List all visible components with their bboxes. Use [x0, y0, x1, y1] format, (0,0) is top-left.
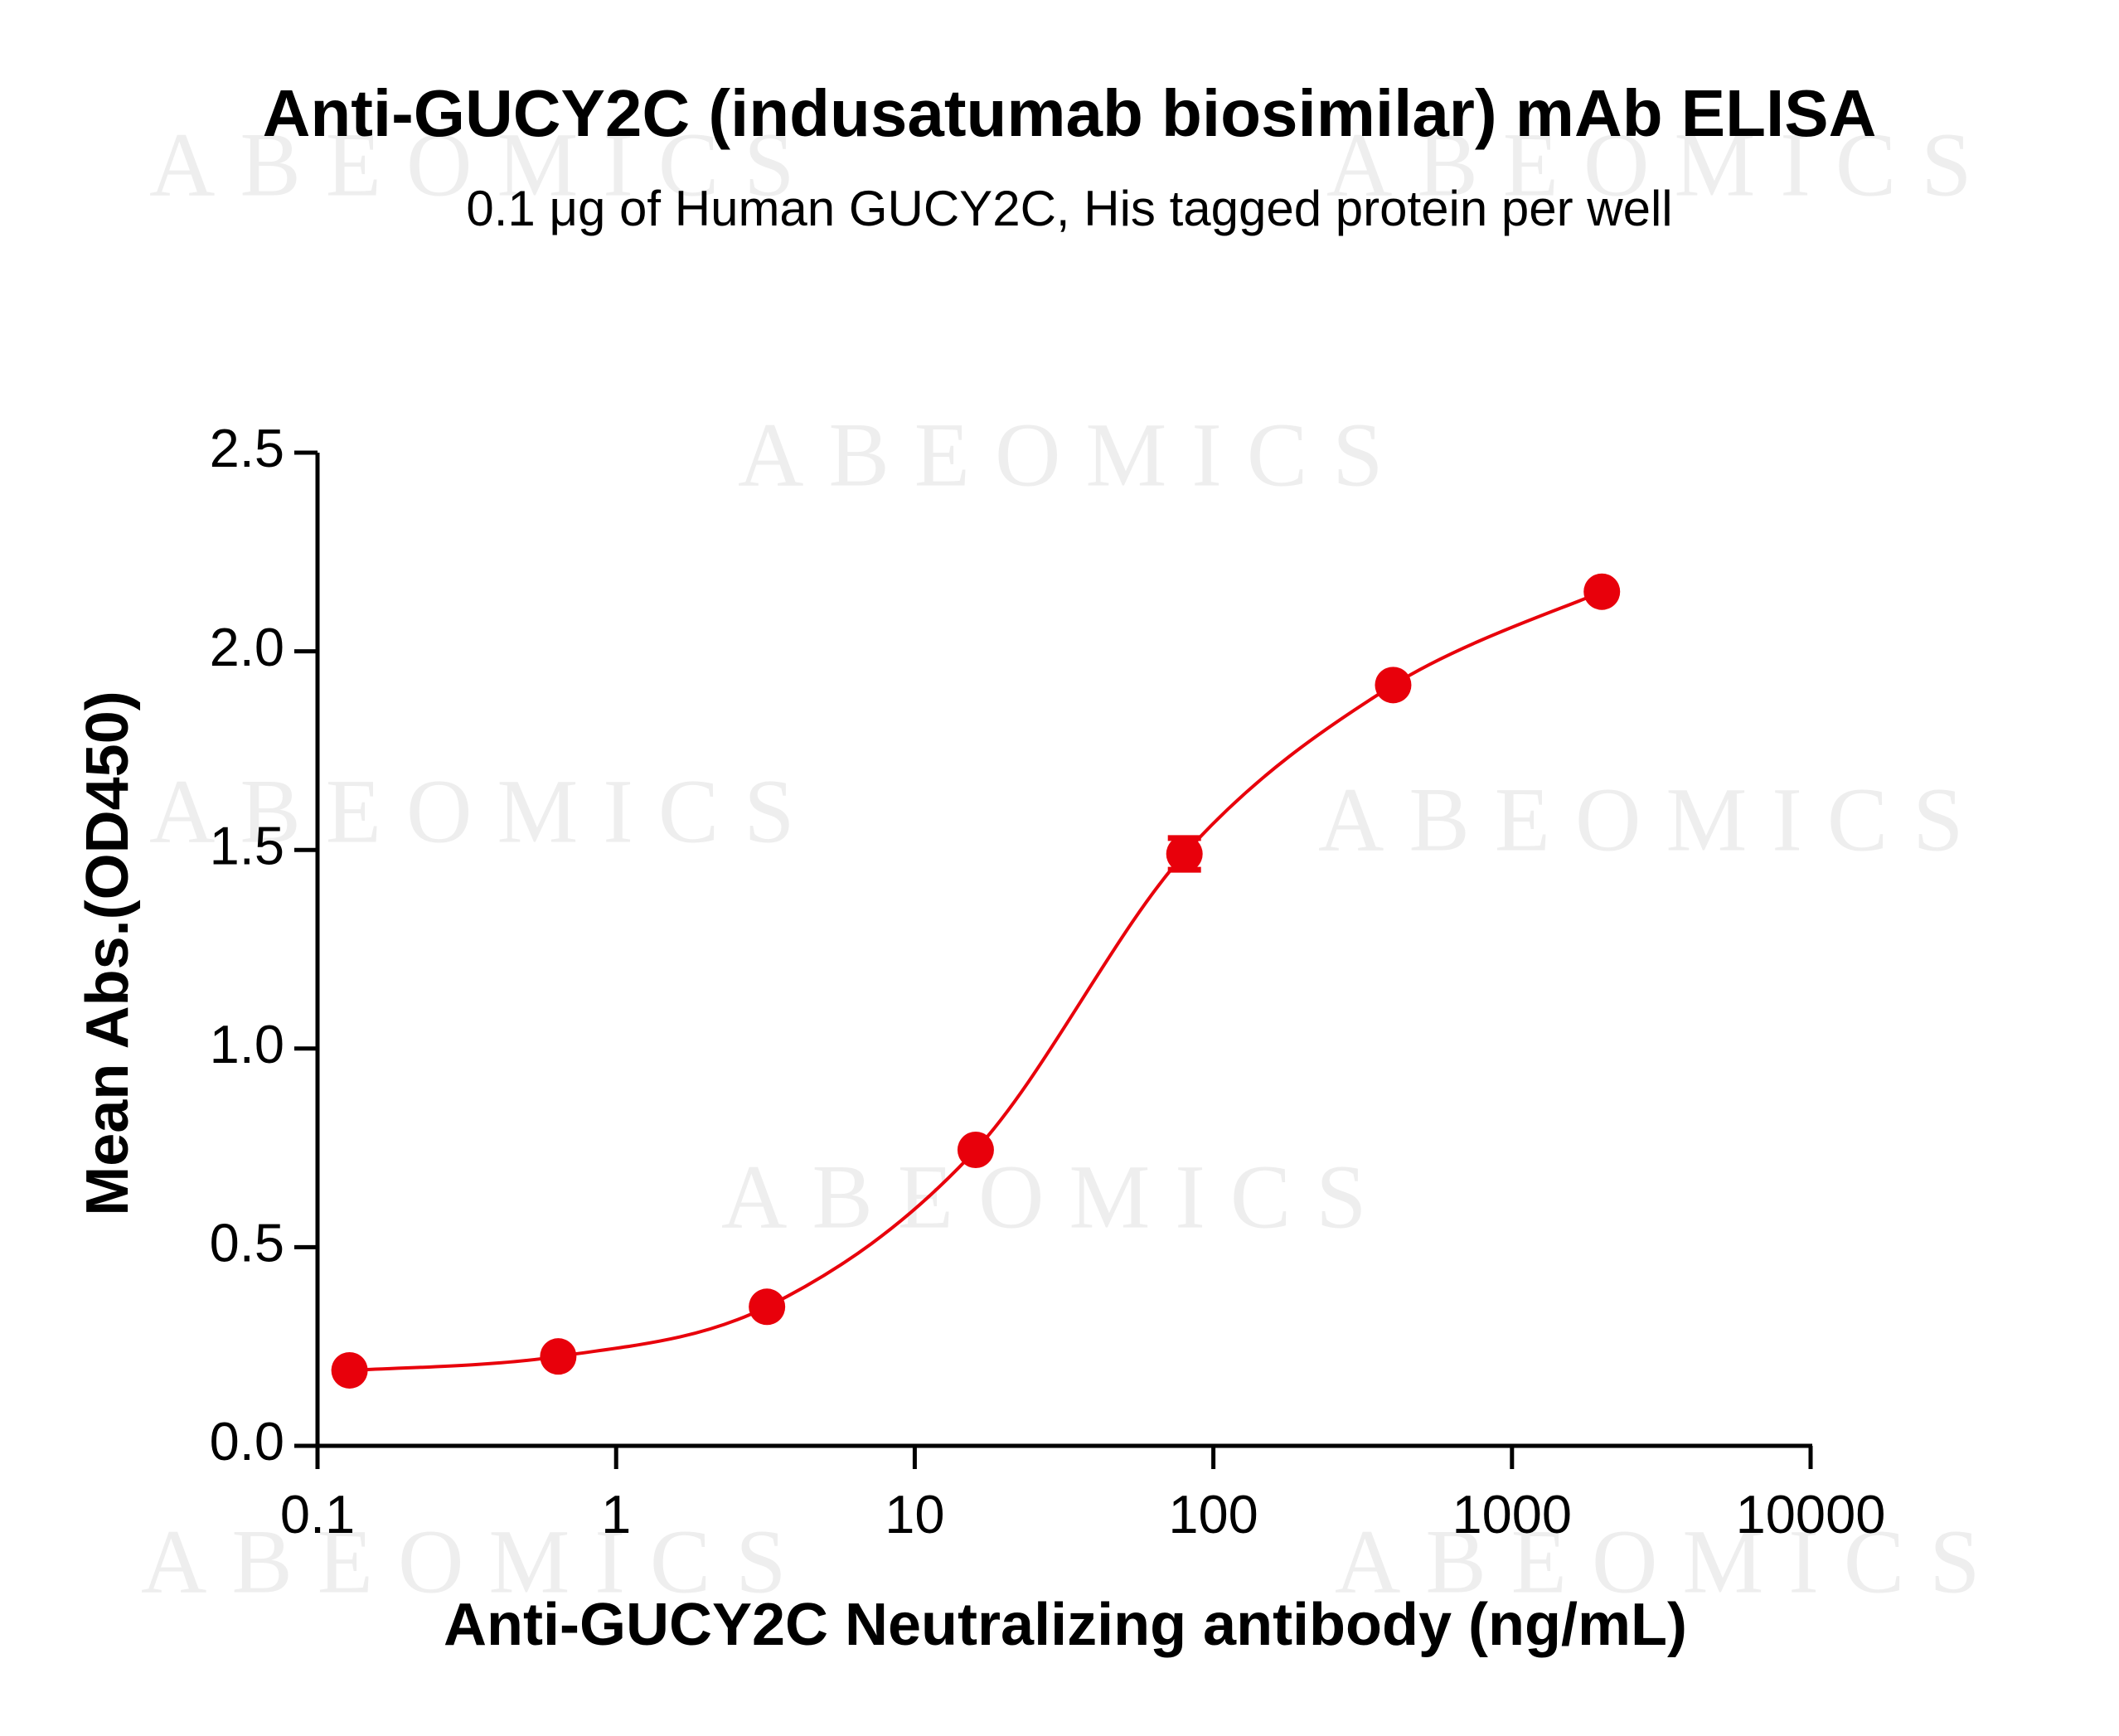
x-tick-label: 10000	[1736, 1484, 1886, 1544]
data-point	[1583, 573, 1621, 610]
y-tick-label: 0.5	[210, 1213, 284, 1273]
y-axis-title: Mean Abs.(OD450)	[75, 691, 141, 1215]
y-tick-label: 2.5	[210, 418, 284, 478]
y-tick-label: 1.5	[210, 815, 284, 875]
watermark: ABEOMICS	[1326, 114, 1996, 215]
x-axis-title: Anti-GUCY2C Neutralizing antibody (ng/mL…	[444, 1592, 1687, 1658]
chart-title: Anti-GUCY2C (indusatumab biosimilar) mAb…	[263, 76, 1877, 150]
watermarks: ABEOMICS ABEOMICS ABEOMICS ABEOMICS ABEO…	[141, 114, 2005, 1612]
data-point	[1166, 835, 1203, 872]
watermark: ABEOMICS	[721, 1146, 1391, 1247]
watermark: ABEOMICS	[1335, 1511, 2005, 1612]
x-tick-label: 10	[885, 1484, 944, 1544]
data-point	[957, 1131, 994, 1168]
x-tick-label: 100	[1168, 1484, 1258, 1544]
y-tick-label: 0.0	[210, 1411, 284, 1472]
y-tick-label: 2.0	[210, 617, 284, 677]
data-point	[1375, 667, 1412, 704]
watermark: ABEOMICS	[1318, 769, 1988, 870]
watermark: ABEOMICS	[738, 404, 1408, 505]
y-tick-label: 1.0	[210, 1014, 284, 1074]
watermark: ABEOMICS	[149, 760, 819, 861]
data-point	[540, 1338, 577, 1375]
x-tick-label: 0.1	[280, 1484, 355, 1544]
watermark: ABEOMICS	[141, 1511, 811, 1612]
watermark: ABEOMICS	[149, 114, 819, 215]
chart-subtitle: 0.1 μg of Human GUCY2C, His tagged prote…	[466, 181, 1672, 236]
data-point	[749, 1288, 786, 1326]
x-tick-label: 1000	[1452, 1484, 1572, 1544]
data-point	[331, 1351, 368, 1389]
x-tick-label: 1	[601, 1484, 631, 1544]
fit-curve	[349, 589, 1603, 1372]
